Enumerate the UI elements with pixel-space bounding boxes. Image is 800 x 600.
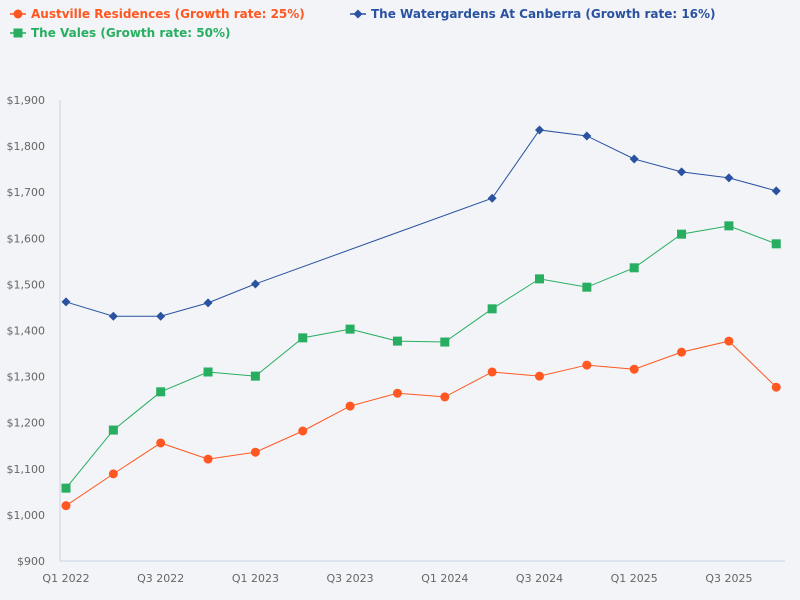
data-point: [156, 387, 166, 397]
y-tick-label: $1,600: [7, 232, 46, 245]
data-point: [440, 337, 450, 347]
series-2: [61, 221, 781, 493]
legend-marker: [13, 9, 23, 19]
data-point: [582, 360, 592, 370]
data-point: [487, 193, 497, 203]
x-tick-label: Q1 2025: [611, 572, 658, 585]
data-point: [156, 311, 166, 321]
data-point: [629, 154, 639, 164]
data-point: [724, 221, 734, 231]
data-point: [250, 371, 260, 381]
legend-marker: [13, 28, 23, 38]
data-point: [392, 388, 402, 398]
y-tick-label: $1,000: [7, 509, 46, 522]
data-point: [298, 426, 308, 436]
data-point: [61, 297, 71, 307]
legend-label: The Watergardens At Canberra (Growth rat…: [371, 7, 716, 21]
data-point: [61, 483, 71, 493]
x-tick-label: Q3 2023: [327, 572, 374, 585]
data-point: [629, 263, 639, 273]
data-point: [250, 279, 260, 289]
x-tick-label: Q3 2024: [516, 572, 563, 585]
legend-item: The Vales (Growth rate: 50%): [10, 26, 230, 40]
series-0: [61, 336, 781, 511]
x-tick-label: Q1 2023: [232, 572, 279, 585]
x-tick-label: Q1 2024: [421, 572, 468, 585]
data-point: [677, 347, 687, 357]
data-point: [108, 311, 118, 321]
y-tick-label: $900: [17, 555, 45, 568]
data-point: [61, 501, 71, 511]
data-point: [156, 438, 166, 448]
data-point: [677, 229, 687, 239]
data-point: [535, 274, 544, 284]
y-tick-label: $1,500: [7, 278, 46, 291]
x-tick-label: Q1 2022: [42, 572, 89, 585]
series-line: [65, 225, 777, 489]
x-tick-label: Q3 2025: [705, 572, 752, 585]
data-point: [203, 298, 213, 308]
series-group: [61, 125, 781, 511]
data-point: [771, 186, 781, 196]
legend-marker: [353, 9, 363, 19]
legend: Austville Residences (Growth rate: 25%) T…: [10, 7, 716, 40]
data-point: [108, 469, 118, 479]
data-point: [487, 304, 497, 314]
legend-label: The Vales (Growth rate: 50%): [31, 26, 230, 40]
legend-item: Austville Residences (Growth rate: 25%): [10, 7, 305, 21]
data-point: [724, 173, 734, 183]
data-point: [535, 371, 544, 381]
data-point: [345, 324, 355, 334]
data-point: [771, 239, 781, 249]
data-point: [203, 367, 213, 377]
y-tick-label: $1,800: [7, 140, 46, 153]
data-point: [535, 125, 544, 135]
y-tick-label: $1,300: [7, 371, 46, 384]
y-tick-label: $1,700: [7, 186, 46, 199]
legend-item: The Watergardens At Canberra (Growth rat…: [350, 7, 716, 21]
data-point: [771, 382, 781, 392]
data-point: [108, 425, 118, 435]
y-tick-label: $1,200: [7, 417, 46, 430]
data-point: [298, 333, 308, 343]
data-point: [487, 367, 497, 377]
series-line: [65, 340, 777, 507]
legend-label: Austville Residences (Growth rate: 25%): [31, 7, 305, 21]
y-tick-label: $1,900: [7, 94, 46, 107]
data-point: [582, 131, 592, 141]
y-tick-label: $1,400: [7, 325, 46, 338]
data-point: [345, 401, 355, 411]
data-point: [629, 364, 639, 374]
series-line: [65, 129, 777, 317]
x-tick-label: Q3 2022: [137, 572, 184, 585]
data-point: [392, 336, 402, 346]
data-point: [440, 392, 450, 402]
axes: $900 $1,000 $1,100 $1,200 $1,300 $1,400 $1,500…: [7, 94, 785, 585]
data-point: [724, 336, 734, 346]
series-1: [61, 125, 781, 321]
data-point: [250, 447, 260, 457]
data-point: [582, 282, 592, 292]
y-tick-label: $1,100: [7, 463, 46, 476]
data-point: [677, 167, 687, 177]
data-point: [203, 454, 213, 464]
